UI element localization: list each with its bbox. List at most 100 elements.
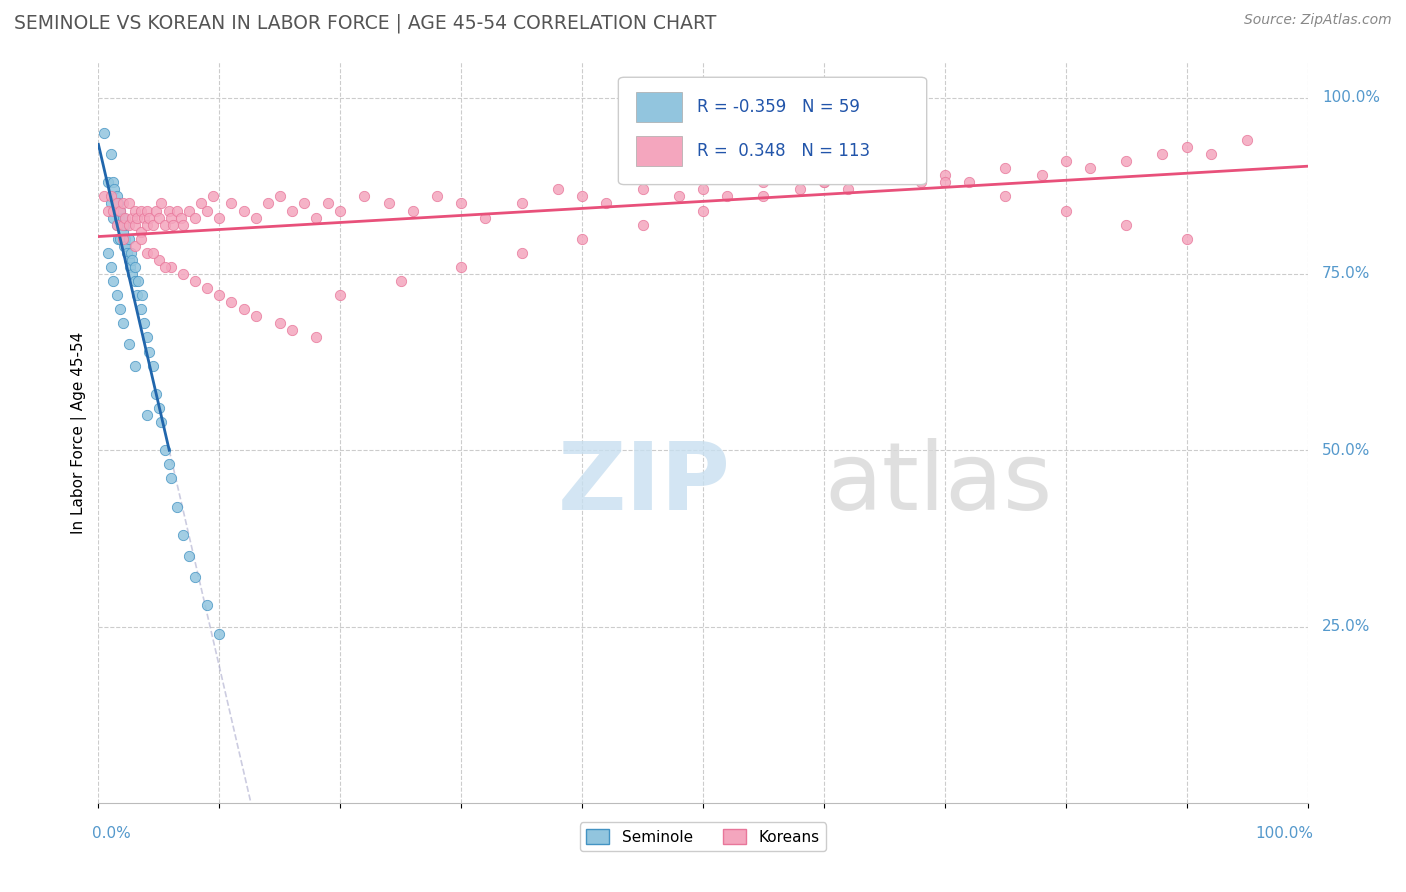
Point [153, 443, 176, 458]
Point [142, 218, 165, 232]
Point [114, 218, 136, 232]
Point [245, 310, 267, 324]
Point [148, 401, 170, 415]
Point [571, 189, 593, 203]
Point [153, 218, 176, 232]
Point [111, 211, 134, 225]
Point [131, 288, 153, 302]
Point [160, 211, 183, 225]
Point [232, 302, 254, 317]
Point [1175, 140, 1198, 154]
Point [305, 211, 328, 225]
Point [135, 408, 157, 422]
Point [166, 500, 188, 514]
Point [692, 182, 714, 196]
Point [118, 218, 141, 232]
Point [402, 203, 425, 218]
Point [124, 260, 146, 274]
Point [195, 203, 218, 218]
Point [232, 203, 254, 218]
Point [110, 218, 132, 232]
Point [172, 218, 194, 232]
Point [105, 218, 128, 232]
Point [668, 189, 690, 203]
Point [127, 288, 149, 302]
Point [129, 203, 152, 218]
Point [752, 175, 775, 189]
Point [120, 245, 142, 260]
Point [101, 203, 124, 218]
Point [124, 239, 146, 253]
Point [510, 245, 533, 260]
Point [179, 203, 201, 218]
Point [190, 196, 212, 211]
FancyBboxPatch shape [637, 136, 682, 166]
Point [172, 528, 194, 542]
Point [160, 471, 183, 485]
Point [450, 260, 472, 274]
Point [1115, 154, 1137, 169]
Point [115, 239, 138, 253]
Point [112, 239, 135, 253]
Point [426, 189, 449, 203]
Point [1054, 154, 1077, 169]
Point [117, 245, 139, 260]
Point [195, 281, 218, 295]
Point [256, 196, 278, 211]
Point [910, 175, 932, 189]
Point [107, 196, 129, 211]
Point [129, 302, 152, 317]
Point [184, 274, 207, 288]
Point [934, 168, 956, 182]
Point [1115, 218, 1137, 232]
FancyBboxPatch shape [619, 78, 927, 185]
Point [162, 218, 184, 232]
Point [184, 570, 207, 584]
Point [281, 203, 304, 218]
Point [124, 203, 146, 218]
Point [245, 211, 267, 225]
Text: 25.0%: 25.0% [1322, 619, 1371, 634]
Point [547, 182, 569, 196]
Point [316, 196, 339, 211]
Point [138, 344, 160, 359]
Point [105, 288, 128, 302]
Text: R =  0.348   N = 113: R = 0.348 N = 113 [697, 143, 870, 161]
Text: 75.0%: 75.0% [1322, 267, 1371, 282]
Point [121, 267, 143, 281]
Point [716, 189, 738, 203]
Point [118, 232, 141, 246]
Point [100, 196, 122, 211]
Point [208, 288, 231, 302]
Point [1199, 147, 1222, 161]
Point [221, 295, 243, 310]
Point [118, 260, 141, 274]
Point [208, 211, 231, 225]
Point [111, 196, 134, 211]
Point [97, 245, 120, 260]
Point [1031, 168, 1053, 182]
Point [105, 218, 128, 232]
Point [474, 211, 496, 225]
Point [692, 203, 714, 218]
Point [135, 203, 157, 218]
Text: 0.0%: 0.0% [93, 827, 131, 841]
Point [111, 232, 134, 246]
Point [353, 189, 375, 203]
Point [105, 189, 128, 203]
Point [813, 175, 835, 189]
Point [994, 189, 1017, 203]
Point [195, 599, 218, 613]
Text: R = -0.359   N = 59: R = -0.359 N = 59 [697, 98, 860, 116]
Point [142, 245, 165, 260]
Point [127, 211, 149, 225]
Point [103, 182, 125, 196]
Point [111, 225, 134, 239]
Point [100, 147, 122, 161]
Point [124, 218, 146, 232]
Point [179, 549, 201, 563]
Point [150, 196, 173, 211]
Point [114, 211, 136, 225]
FancyBboxPatch shape [637, 92, 682, 121]
Point [166, 203, 188, 218]
